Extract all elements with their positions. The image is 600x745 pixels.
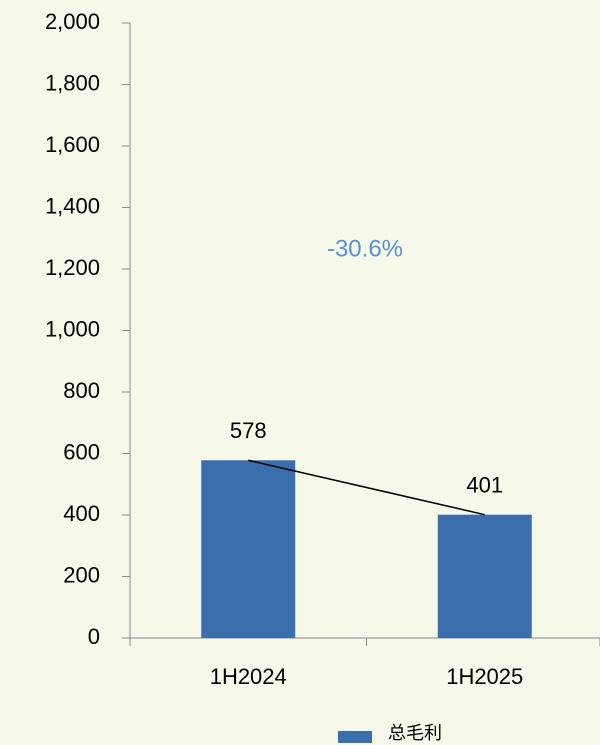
bar xyxy=(201,460,296,638)
y-tick-label: 200 xyxy=(63,562,100,587)
x-tick-label: 1H2024 xyxy=(210,664,287,689)
legend-swatch xyxy=(338,731,372,743)
x-tick-label: 1H2025 xyxy=(446,664,523,689)
y-tick-label: 2,000 xyxy=(45,9,100,34)
y-tick-label: 1,800 xyxy=(45,70,100,95)
data-label: 401 xyxy=(466,473,503,498)
trend-line xyxy=(248,459,485,516)
y-tick-label: 800 xyxy=(63,378,100,403)
y-tick-label: 1,600 xyxy=(45,132,100,157)
legend-label: 总毛利 xyxy=(388,723,442,743)
y-tick-label: 1,400 xyxy=(45,193,100,218)
bar xyxy=(437,514,532,638)
y-tick-label: 600 xyxy=(63,439,100,464)
y-tick-label: 1,200 xyxy=(45,255,100,280)
y-tick-label: 400 xyxy=(63,501,100,526)
y-tick-label: 0 xyxy=(88,624,100,649)
y-tick-label: 1,000 xyxy=(45,316,100,341)
change-annotation: -30.6% xyxy=(327,235,403,262)
data-label: 578 xyxy=(230,418,267,443)
